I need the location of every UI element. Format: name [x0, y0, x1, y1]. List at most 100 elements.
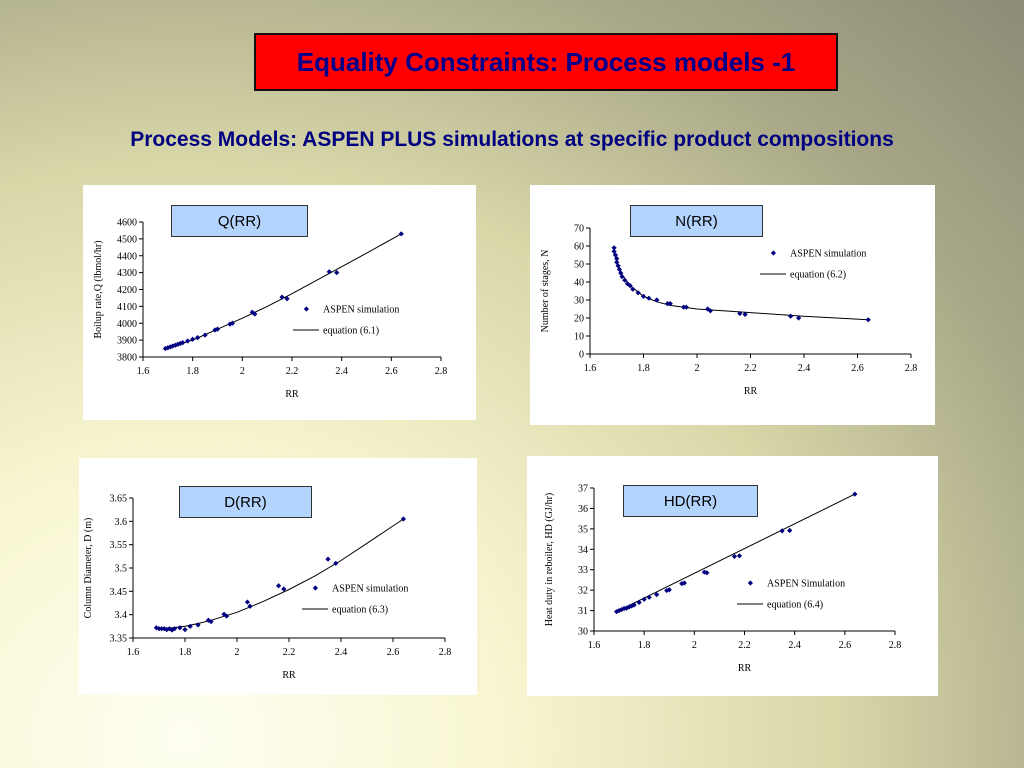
- x-tick-label: 2.8: [905, 363, 918, 374]
- data-point: [325, 556, 331, 562]
- y-tick-label: 20: [574, 314, 584, 325]
- y-tick-label: 4000: [117, 319, 137, 330]
- chart-panel-hd: 30 31 32 33 34 35 36 37 1.6 1.8 2 2.2 2.4 2.6 2.8 RR Hea…: [527, 456, 938, 696]
- y-tick-label: 60: [574, 242, 584, 253]
- x-tick-label: 2.6: [851, 363, 864, 374]
- y-tick-label: 3.4: [115, 610, 128, 621]
- x-tick-label: 2.4: [788, 640, 801, 651]
- data-point: [654, 297, 660, 303]
- chart-panel-d: 3.35 3.4 3.45 3.5 3.55 3.6 3.65 1.6 1.8 2 2.2 2.4 2.…: [79, 458, 477, 695]
- data-point: [400, 516, 406, 522]
- chart-hd: 30 31 32 33 34 35 36 37 1.6 1.8 2 2.2 2.4 2.6 2.8 RR Hea…: [544, 484, 901, 675]
- y-tick-label: 0: [579, 350, 584, 361]
- data-point: [276, 583, 282, 589]
- data-point: [214, 326, 221, 332]
- x-tick-label: 2.4: [798, 363, 811, 374]
- x-tick-label: 2.2: [286, 366, 299, 377]
- x-tick-label: 2.2: [283, 647, 296, 658]
- x-tick-label: 2.6: [387, 647, 400, 658]
- y-tick-label: 70: [574, 224, 584, 235]
- data-point: [224, 613, 230, 619]
- y-tick-label: 37: [578, 484, 588, 495]
- y-tick-label: 40: [574, 278, 584, 289]
- chart-panel-q: 3800 3900 4000 4100 4200 4300 4400 4500 4600 1.6 1…: [83, 185, 476, 420]
- chart-tag-q: Q(RR): [171, 205, 308, 237]
- data-point: [646, 594, 652, 600]
- x-tick-label: 1.6: [584, 363, 597, 374]
- data-point: [737, 310, 743, 317]
- data-point: [334, 270, 340, 276]
- x-tick-label: 2.2: [738, 640, 751, 651]
- y-tick-label: 30: [578, 627, 588, 638]
- y-tick-label: 3.5: [115, 564, 128, 575]
- x-axis-label: RR: [282, 670, 296, 681]
- x-tick-label: 1.6: [137, 366, 150, 377]
- chart-n: 0 10 20 30 40 50 60 70 1.6 1.8 2 2.2 2.4 2.6 2.8 RR Numb…: [540, 224, 918, 398]
- y-axis-label: Boilup rate,Q (lbmol/hr): [93, 240, 104, 338]
- y-tick-label: 36: [578, 504, 588, 515]
- legend-label-equation: equation (6.4): [767, 600, 823, 611]
- data-point: [398, 231, 404, 237]
- y-tick-label: 3800: [117, 353, 137, 364]
- data-point: [284, 296, 290, 302]
- x-axis-label: RR: [744, 386, 758, 397]
- data-point: [326, 269, 332, 275]
- x-tick-label: 2.6: [385, 366, 398, 377]
- y-tick-label: 32: [578, 586, 588, 597]
- y-tick-label: 4400: [117, 251, 137, 262]
- data-point: [681, 580, 687, 586]
- y-axis-label: Heat duty in reboiler, HD (GJ/hr): [544, 493, 555, 626]
- data-point: [177, 625, 183, 631]
- x-tick-label: 1.6: [127, 647, 140, 658]
- chart-panel-n: 0 10 20 30 40 50 60 70 1.6 1.8 2 2.2 2.4 2.6 2.8 RR Numb…: [530, 185, 935, 425]
- data-point: [796, 315, 802, 321]
- data-point: [852, 491, 858, 497]
- legend-marker: [303, 306, 309, 312]
- y-tick-label: 4600: [117, 218, 137, 229]
- data-point: [182, 627, 188, 633]
- chart-q: 3800 3900 4000 4100 4200 4300 4400 4500 4600 1.6 1…: [93, 218, 448, 401]
- legend-label-simulation: ASPEN simulation: [332, 584, 408, 595]
- y-tick-label: 34: [578, 545, 588, 556]
- x-tick-label: 2: [235, 647, 240, 658]
- x-axis-label: RR: [738, 663, 752, 674]
- legend-marker: [747, 580, 753, 586]
- data-point: [244, 599, 250, 605]
- y-tick-label: 3.65: [110, 494, 128, 505]
- x-tick-label: 2.4: [335, 366, 348, 377]
- data-point: [333, 560, 339, 566]
- y-tick-label: 3.35: [110, 634, 128, 645]
- y-tick-label: 33: [578, 565, 588, 576]
- legend-label-simulation: ASPEN simulation: [790, 249, 866, 260]
- legend-label-equation: equation (6.3): [332, 605, 388, 616]
- data-point: [281, 586, 287, 592]
- x-tick-label: 2.8: [435, 366, 448, 377]
- chart-tag-d: D(RR): [179, 486, 312, 518]
- data-point: [622, 277, 628, 283]
- y-tick-label: 4100: [117, 302, 137, 313]
- y-tick-label: 31: [578, 606, 588, 617]
- x-tick-label: 2: [240, 366, 245, 377]
- data-point: [681, 304, 687, 310]
- x-tick-label: 1.8: [179, 647, 192, 658]
- equation-line: [616, 493, 856, 613]
- data-point: [865, 317, 871, 323]
- data-point: [252, 311, 258, 317]
- data-point: [247, 603, 253, 609]
- data-point: [185, 338, 191, 344]
- y-axis-label: Number of stages, N: [540, 250, 551, 333]
- data-point: [683, 304, 689, 310]
- y-tick-label: 3900: [117, 336, 137, 347]
- data-point: [611, 245, 617, 251]
- y-tick-label: 50: [574, 260, 584, 271]
- data-point: [736, 553, 743, 559]
- y-tick-label: 30: [574, 296, 584, 307]
- x-tick-label: 2.8: [439, 647, 452, 658]
- data-point: [788, 313, 794, 319]
- data-point: [646, 295, 652, 301]
- y-tick-label: 10: [574, 332, 584, 343]
- x-tick-label: 2.6: [839, 640, 852, 651]
- x-tick-label: 2.2: [744, 363, 757, 374]
- y-tick-label: 3.55: [110, 540, 128, 551]
- x-tick-label: 1.8: [186, 366, 199, 377]
